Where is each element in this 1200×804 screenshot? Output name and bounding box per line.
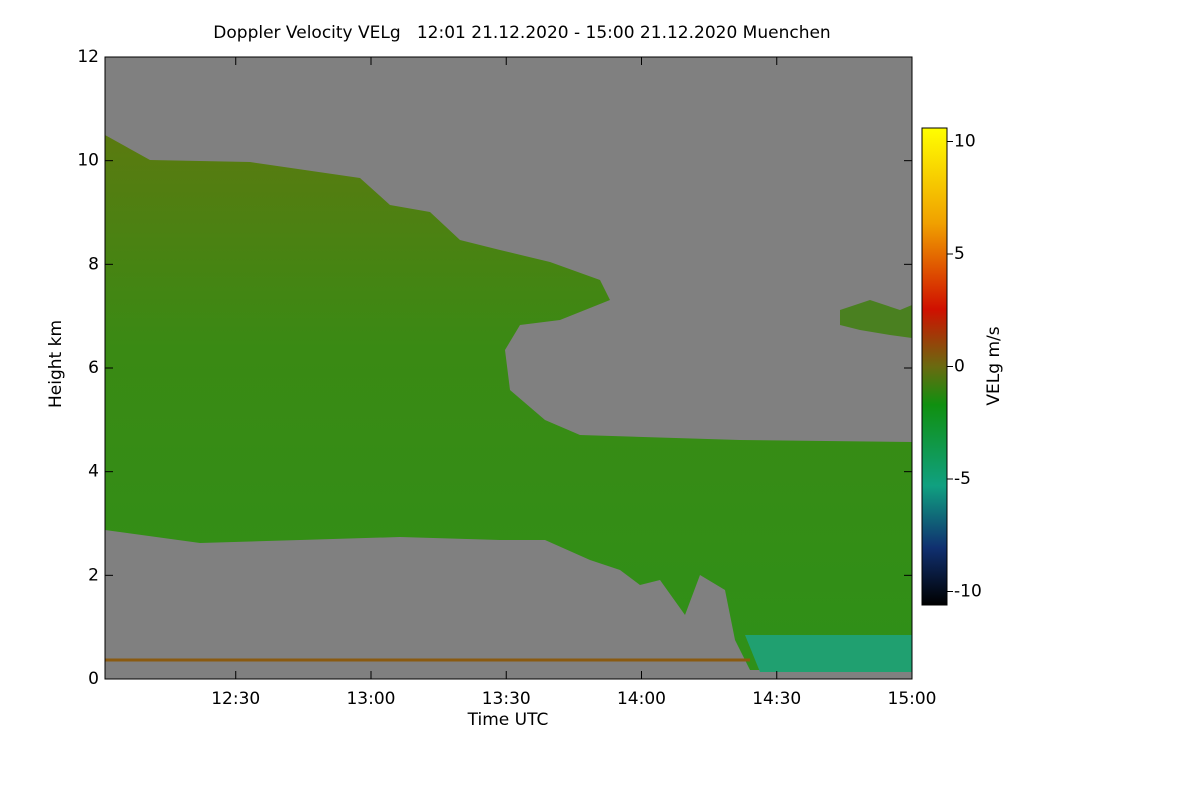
y-tick-label: 6 [88, 358, 99, 378]
y-tick-label: 4 [88, 462, 99, 482]
y-tick-label: 12 [77, 47, 99, 67]
x-tick-label: 13:30 [482, 689, 531, 709]
x-tick-label: 13:00 [346, 689, 395, 709]
echo-region-upper [840, 300, 912, 338]
chart-title: Doppler Velocity VELg 12:01 21.12.2020 -… [213, 23, 830, 43]
y-tick-label: 10 [77, 151, 99, 171]
colorbar-tick-label: -5 [954, 469, 971, 489]
x-tick-label: 12:30 [211, 689, 260, 709]
x-tick-label: 14:30 [752, 689, 801, 709]
colorbar-tick-label: 0 [954, 357, 965, 377]
colorbar-tick-label: 10 [954, 132, 976, 152]
y-tick-label: 0 [88, 669, 99, 689]
colorbar-label: VELg m/s [984, 326, 1004, 405]
x-tick-label: 15:00 [888, 689, 937, 709]
y-axis-label: Height km [46, 320, 66, 408]
y-tick-label: 2 [88, 565, 99, 585]
x-tick-label: 14:00 [617, 689, 666, 709]
echo-region [105, 135, 912, 670]
x-axis-label: Time UTC [467, 710, 549, 730]
y-tick-label: 8 [88, 254, 99, 274]
colorbar-tick-label: 5 [954, 244, 965, 264]
echo-region-low [745, 635, 912, 672]
colorbar-tick-label: -10 [954, 582, 982, 602]
colorbar [921, 127, 948, 606]
